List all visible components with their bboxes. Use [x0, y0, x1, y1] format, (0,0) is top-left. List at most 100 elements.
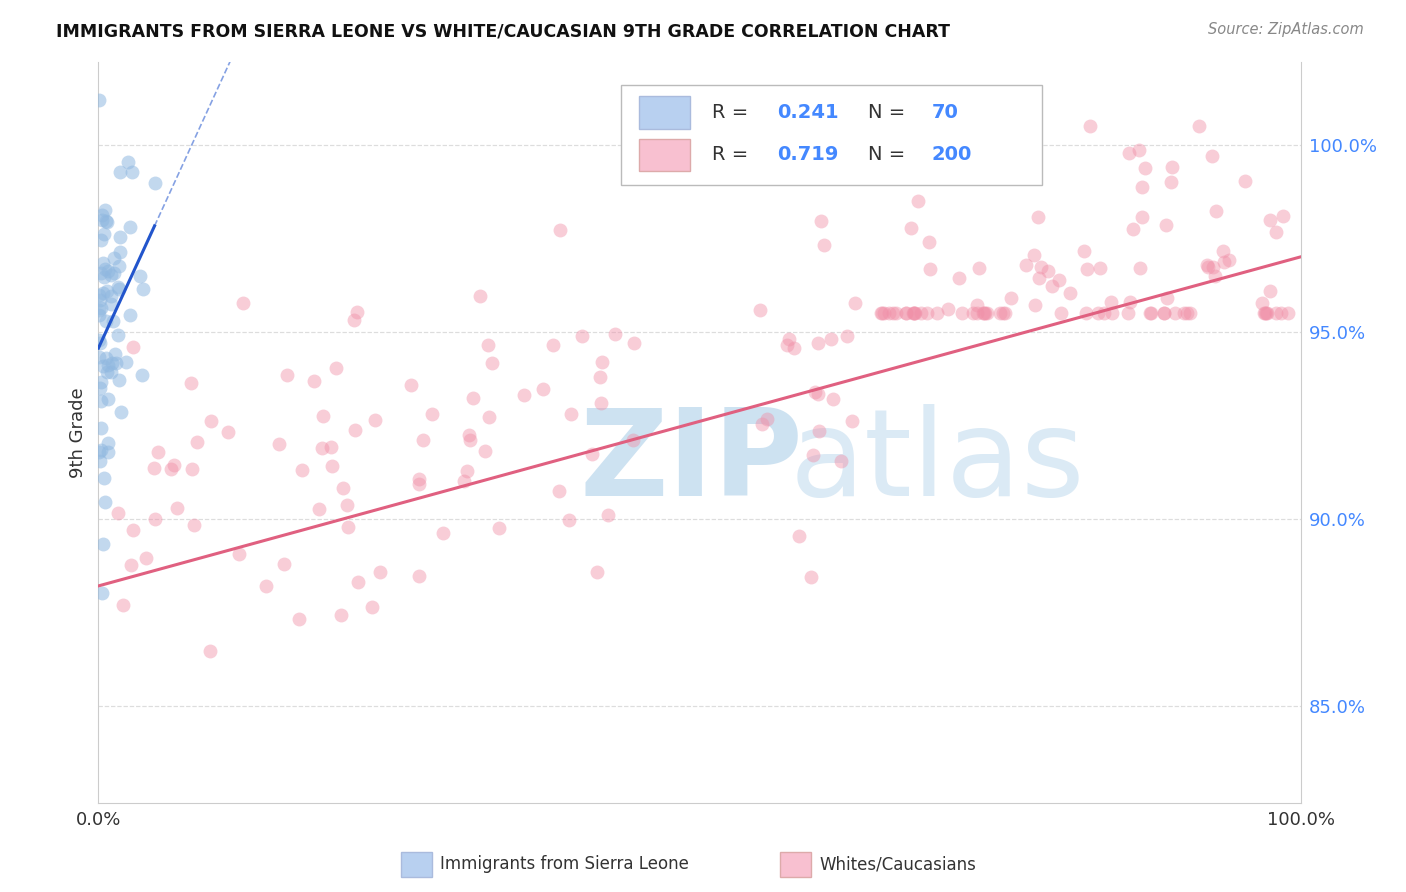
Point: [1271, 209, 1294, 223]
Point: [146, 445, 169, 459]
Point: [89, 454, 111, 468]
Point: [91, 537, 114, 551]
Point: [621, 433, 644, 447]
Point: [302, 374, 325, 388]
Point: [121, 165, 143, 179]
Point: [1188, 119, 1211, 133]
Point: [200, 414, 222, 428]
Point: [807, 424, 830, 438]
Point: [135, 550, 157, 565]
Point: [1180, 306, 1202, 320]
Point: [97, 392, 120, 407]
Text: Immigrants from Sierra Leone: Immigrants from Sierra Leone: [440, 855, 689, 873]
Point: [1212, 244, 1234, 258]
Point: [1101, 306, 1123, 320]
Point: [254, 579, 277, 593]
Point: [807, 336, 830, 351]
Point: [166, 501, 188, 516]
Point: [1265, 306, 1288, 320]
Point: [343, 423, 366, 437]
Point: [1258, 213, 1281, 227]
Point: [1197, 260, 1219, 275]
Point: [478, 410, 501, 425]
Point: [311, 441, 333, 455]
Point: [585, 565, 607, 579]
Point: [180, 461, 202, 475]
Point: [361, 599, 384, 614]
Point: [422, 407, 444, 421]
Point: [1130, 180, 1153, 194]
Point: [346, 575, 368, 590]
Point: [1029, 260, 1052, 274]
Point: [96, 284, 118, 298]
Point: [132, 282, 155, 296]
Point: [623, 335, 645, 350]
Point: [581, 447, 603, 461]
Point: [94, 202, 117, 217]
Point: [560, 407, 582, 421]
Point: [90, 234, 112, 248]
Point: [547, 484, 569, 499]
Point: [884, 306, 907, 320]
Point: [96, 214, 118, 228]
Point: [100, 297, 122, 311]
Point: [778, 332, 800, 346]
Point: [343, 313, 366, 327]
Point: [312, 409, 335, 424]
Point: [588, 370, 610, 384]
Point: [91, 285, 114, 300]
Point: [94, 495, 117, 509]
Point: [1129, 260, 1152, 275]
Point: [103, 266, 125, 280]
Point: [1156, 291, 1178, 305]
Point: [1036, 264, 1059, 278]
Point: [458, 428, 481, 442]
Point: [131, 368, 153, 382]
Point: [1087, 306, 1109, 320]
Point: [103, 251, 125, 265]
Point: [918, 262, 941, 277]
Point: [1078, 119, 1101, 133]
Point: [110, 405, 132, 419]
Point: [956, 169, 979, 183]
Point: [108, 245, 131, 260]
Point: [269, 436, 291, 450]
Point: [143, 176, 166, 190]
Text: Whites/Caucasians: Whites/Caucasians: [820, 855, 977, 873]
Point: [976, 306, 998, 320]
Text: R =: R =: [711, 103, 754, 122]
Point: [870, 306, 893, 320]
Point: [972, 306, 994, 320]
Point: [591, 396, 613, 410]
Point: [907, 194, 929, 209]
Point: [571, 329, 593, 343]
Point: [291, 463, 314, 477]
Point: [813, 238, 835, 252]
Point: [1024, 298, 1046, 312]
Point: [117, 155, 139, 169]
Point: [1160, 160, 1182, 174]
Point: [346, 304, 368, 318]
Point: [94, 314, 117, 328]
Point: [1202, 260, 1225, 274]
Point: [1201, 149, 1223, 163]
Point: [873, 306, 896, 320]
Point: [273, 558, 295, 572]
Point: [488, 521, 510, 535]
Point: [1099, 294, 1122, 309]
Point: [90, 586, 112, 600]
Point: [591, 355, 613, 369]
Point: [90, 393, 112, 408]
Point: [1026, 211, 1049, 225]
Point: [129, 269, 152, 284]
Point: [94, 262, 117, 277]
Point: [991, 306, 1014, 320]
Point: [1253, 306, 1275, 320]
Point: [962, 306, 984, 320]
Point: [96, 351, 118, 365]
Text: R =: R =: [711, 145, 754, 164]
Point: [1076, 262, 1098, 277]
Point: [1122, 222, 1144, 236]
Point: [1213, 255, 1236, 269]
Point: [1050, 306, 1073, 320]
